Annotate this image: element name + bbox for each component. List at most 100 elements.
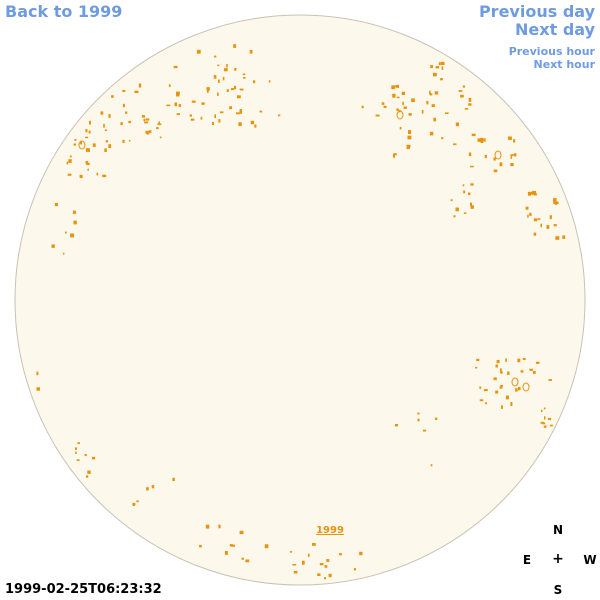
region-mark: [239, 88, 244, 91]
region-mark: [76, 459, 80, 461]
active-region-markers: [36, 44, 566, 580]
region-mark: [236, 112, 240, 115]
region-mark: [426, 100, 429, 105]
region-mark: [146, 487, 149, 491]
region-mark: [391, 85, 396, 90]
region-mark: [234, 85, 237, 90]
region-mark: [468, 103, 472, 106]
region-mark: [440, 78, 443, 81]
region-mark: [122, 103, 125, 108]
compass-north-label: N: [552, 523, 564, 537]
region-mark: [406, 146, 410, 150]
region-mark: [312, 543, 316, 546]
region-mark: [462, 85, 466, 88]
region-mark: [453, 215, 456, 218]
region-mark: [178, 104, 182, 107]
region-mark: [421, 109, 424, 114]
region-mark: [555, 201, 557, 205]
region-mark: [525, 206, 529, 210]
region-mark: [361, 105, 364, 109]
region-mark: [220, 111, 224, 114]
region-mark: [532, 371, 536, 374]
region-mark: [302, 560, 305, 565]
region-mark: [411, 98, 415, 102]
region-mark: [455, 207, 459, 212]
region-mark: [317, 573, 321, 576]
region-mark: [69, 155, 72, 158]
region-mark: [556, 201, 559, 205]
region-mark: [430, 464, 433, 467]
region-mark: [529, 192, 533, 195]
next-hour-link[interactable]: Next hour: [533, 58, 596, 71]
region-mark: [468, 97, 472, 102]
region-mark: [540, 421, 544, 424]
region-mark: [479, 399, 484, 402]
region-mark: [213, 75, 217, 79]
region-mark: [548, 379, 552, 381]
region-mark: [408, 130, 412, 134]
region-mark: [476, 358, 480, 361]
region-mark: [190, 118, 195, 121]
region-mark: [176, 113, 180, 116]
region-mark: [143, 118, 146, 122]
region-mark: [339, 553, 342, 556]
region-mark: [201, 102, 205, 105]
region-mark: [500, 368, 502, 372]
region-mark: [104, 129, 107, 131]
region-mark: [533, 232, 537, 236]
region-mark: [540, 223, 542, 228]
region-mark: [196, 49, 201, 54]
region-mark: [328, 573, 332, 578]
region-ring: [396, 110, 404, 120]
region-mark: [535, 361, 540, 364]
region-mark: [105, 140, 108, 143]
region-mark: [471, 133, 476, 137]
region-mark: [237, 95, 241, 99]
region-mark: [54, 203, 58, 207]
region-mark: [307, 553, 310, 557]
compass-south-label: S: [553, 583, 563, 597]
region-mark: [242, 73, 246, 76]
region-mark: [128, 120, 131, 124]
region-mark: [402, 101, 404, 106]
previous-day-link[interactable]: Previous day: [478, 2, 595, 21]
region-mark: [92, 143, 96, 147]
region-mark: [470, 183, 474, 186]
region-mark: [430, 65, 433, 69]
region-mark: [89, 120, 91, 125]
region-mark: [500, 162, 502, 164]
region-mark: [515, 388, 518, 392]
region-mark: [141, 115, 145, 118]
solar-disk: [14, 14, 586, 586]
compass-center-marker: +: [552, 551, 564, 567]
region-mark: [122, 89, 126, 92]
region-mark: [460, 94, 464, 98]
next-day-link[interactable]: Next day: [515, 20, 595, 39]
region-mark: [144, 121, 149, 124]
previous-hour-link[interactable]: Previous hour: [508, 45, 595, 58]
region-mark: [520, 370, 524, 373]
region-mark: [517, 358, 521, 363]
region-mark: [103, 123, 105, 128]
region-mark: [495, 390, 499, 394]
region-mark: [434, 91, 439, 95]
region-mark: [214, 114, 216, 119]
region-mark: [555, 236, 560, 240]
region-mark: [176, 94, 180, 97]
region-mark: [239, 110, 243, 114]
region-mark: [529, 212, 532, 216]
region-ring: [78, 140, 86, 150]
region-mark: [396, 96, 400, 99]
region-mark: [463, 190, 466, 194]
region-mark: [253, 80, 256, 84]
back-to-year-link[interactable]: Back to 1999: [5, 2, 123, 21]
region-mark: [87, 470, 91, 474]
region-mark: [245, 559, 250, 563]
region-mark: [84, 454, 87, 457]
region-mark: [463, 212, 467, 214]
region-mark: [189, 114, 192, 117]
year-link[interactable]: 1999: [316, 525, 344, 536]
region-mark: [396, 108, 399, 111]
region-mark: [207, 90, 209, 93]
